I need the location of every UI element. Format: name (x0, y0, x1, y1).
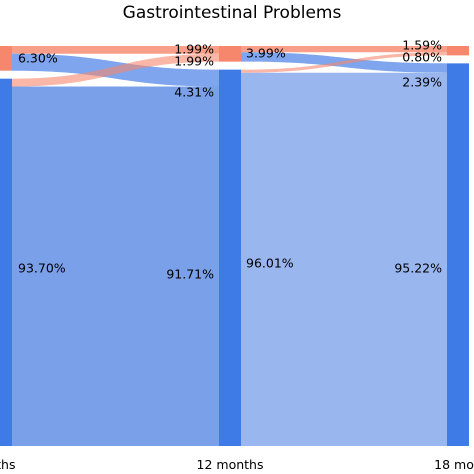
labels-layer: 1.99% 4.31% 1.99% 91.71% 1.59% 2.39% 0.80% 95.2… (18, 38, 442, 282)
node-label-3: 96.01% (246, 256, 294, 271)
flow-0-no-to-yes (12, 53, 219, 87)
stage-tick-0: onths (0, 457, 15, 472)
node-label-1: 93.70% (18, 261, 66, 276)
flow-0-no-to-no (12, 86, 219, 447)
flow-label-1-yes-no: 2.39% (402, 75, 442, 90)
flow-1-no-to-yes (241, 52, 447, 73)
flow-label-0-yes-no: 4.31% (174, 85, 214, 100)
flow-0-yes-to-yes (12, 46, 219, 54)
flow-label-0-yes-yes: 1.99% (174, 42, 214, 57)
node-1-no (219, 69, 241, 446)
flow-label-0-no-no: 91.71% (166, 267, 214, 282)
flow-label-0-no-yes: 1.99% (174, 54, 214, 69)
node-label-2: 3.99% (246, 46, 286, 61)
flow-label-1-yes-yes: 1.59% (402, 38, 442, 53)
flow-1-yes-to-yes (241, 46, 447, 53)
stage-tick-2: 18 mon (434, 457, 474, 472)
node-0-no (0, 78, 12, 447)
node-2-yes (447, 46, 469, 56)
chart-title: Gastrointestinal Problems (123, 3, 342, 23)
flow-1-no-to-no (241, 72, 447, 447)
stage-ticks: onths 12 months 18 mon (0, 457, 474, 472)
node-0-yes (0, 46, 12, 71)
node-2-no (447, 63, 469, 446)
flows-layer (12, 46, 447, 447)
flow-label-1-no-no: 95.22% (394, 261, 442, 276)
node-1-yes (219, 46, 241, 62)
stage-tick-1: 12 months (197, 457, 264, 472)
flow-label-1-no-yes: 0.80% (402, 50, 442, 65)
nodes-layer (0, 46, 469, 447)
node-label-0: 6.30% (18, 51, 58, 66)
